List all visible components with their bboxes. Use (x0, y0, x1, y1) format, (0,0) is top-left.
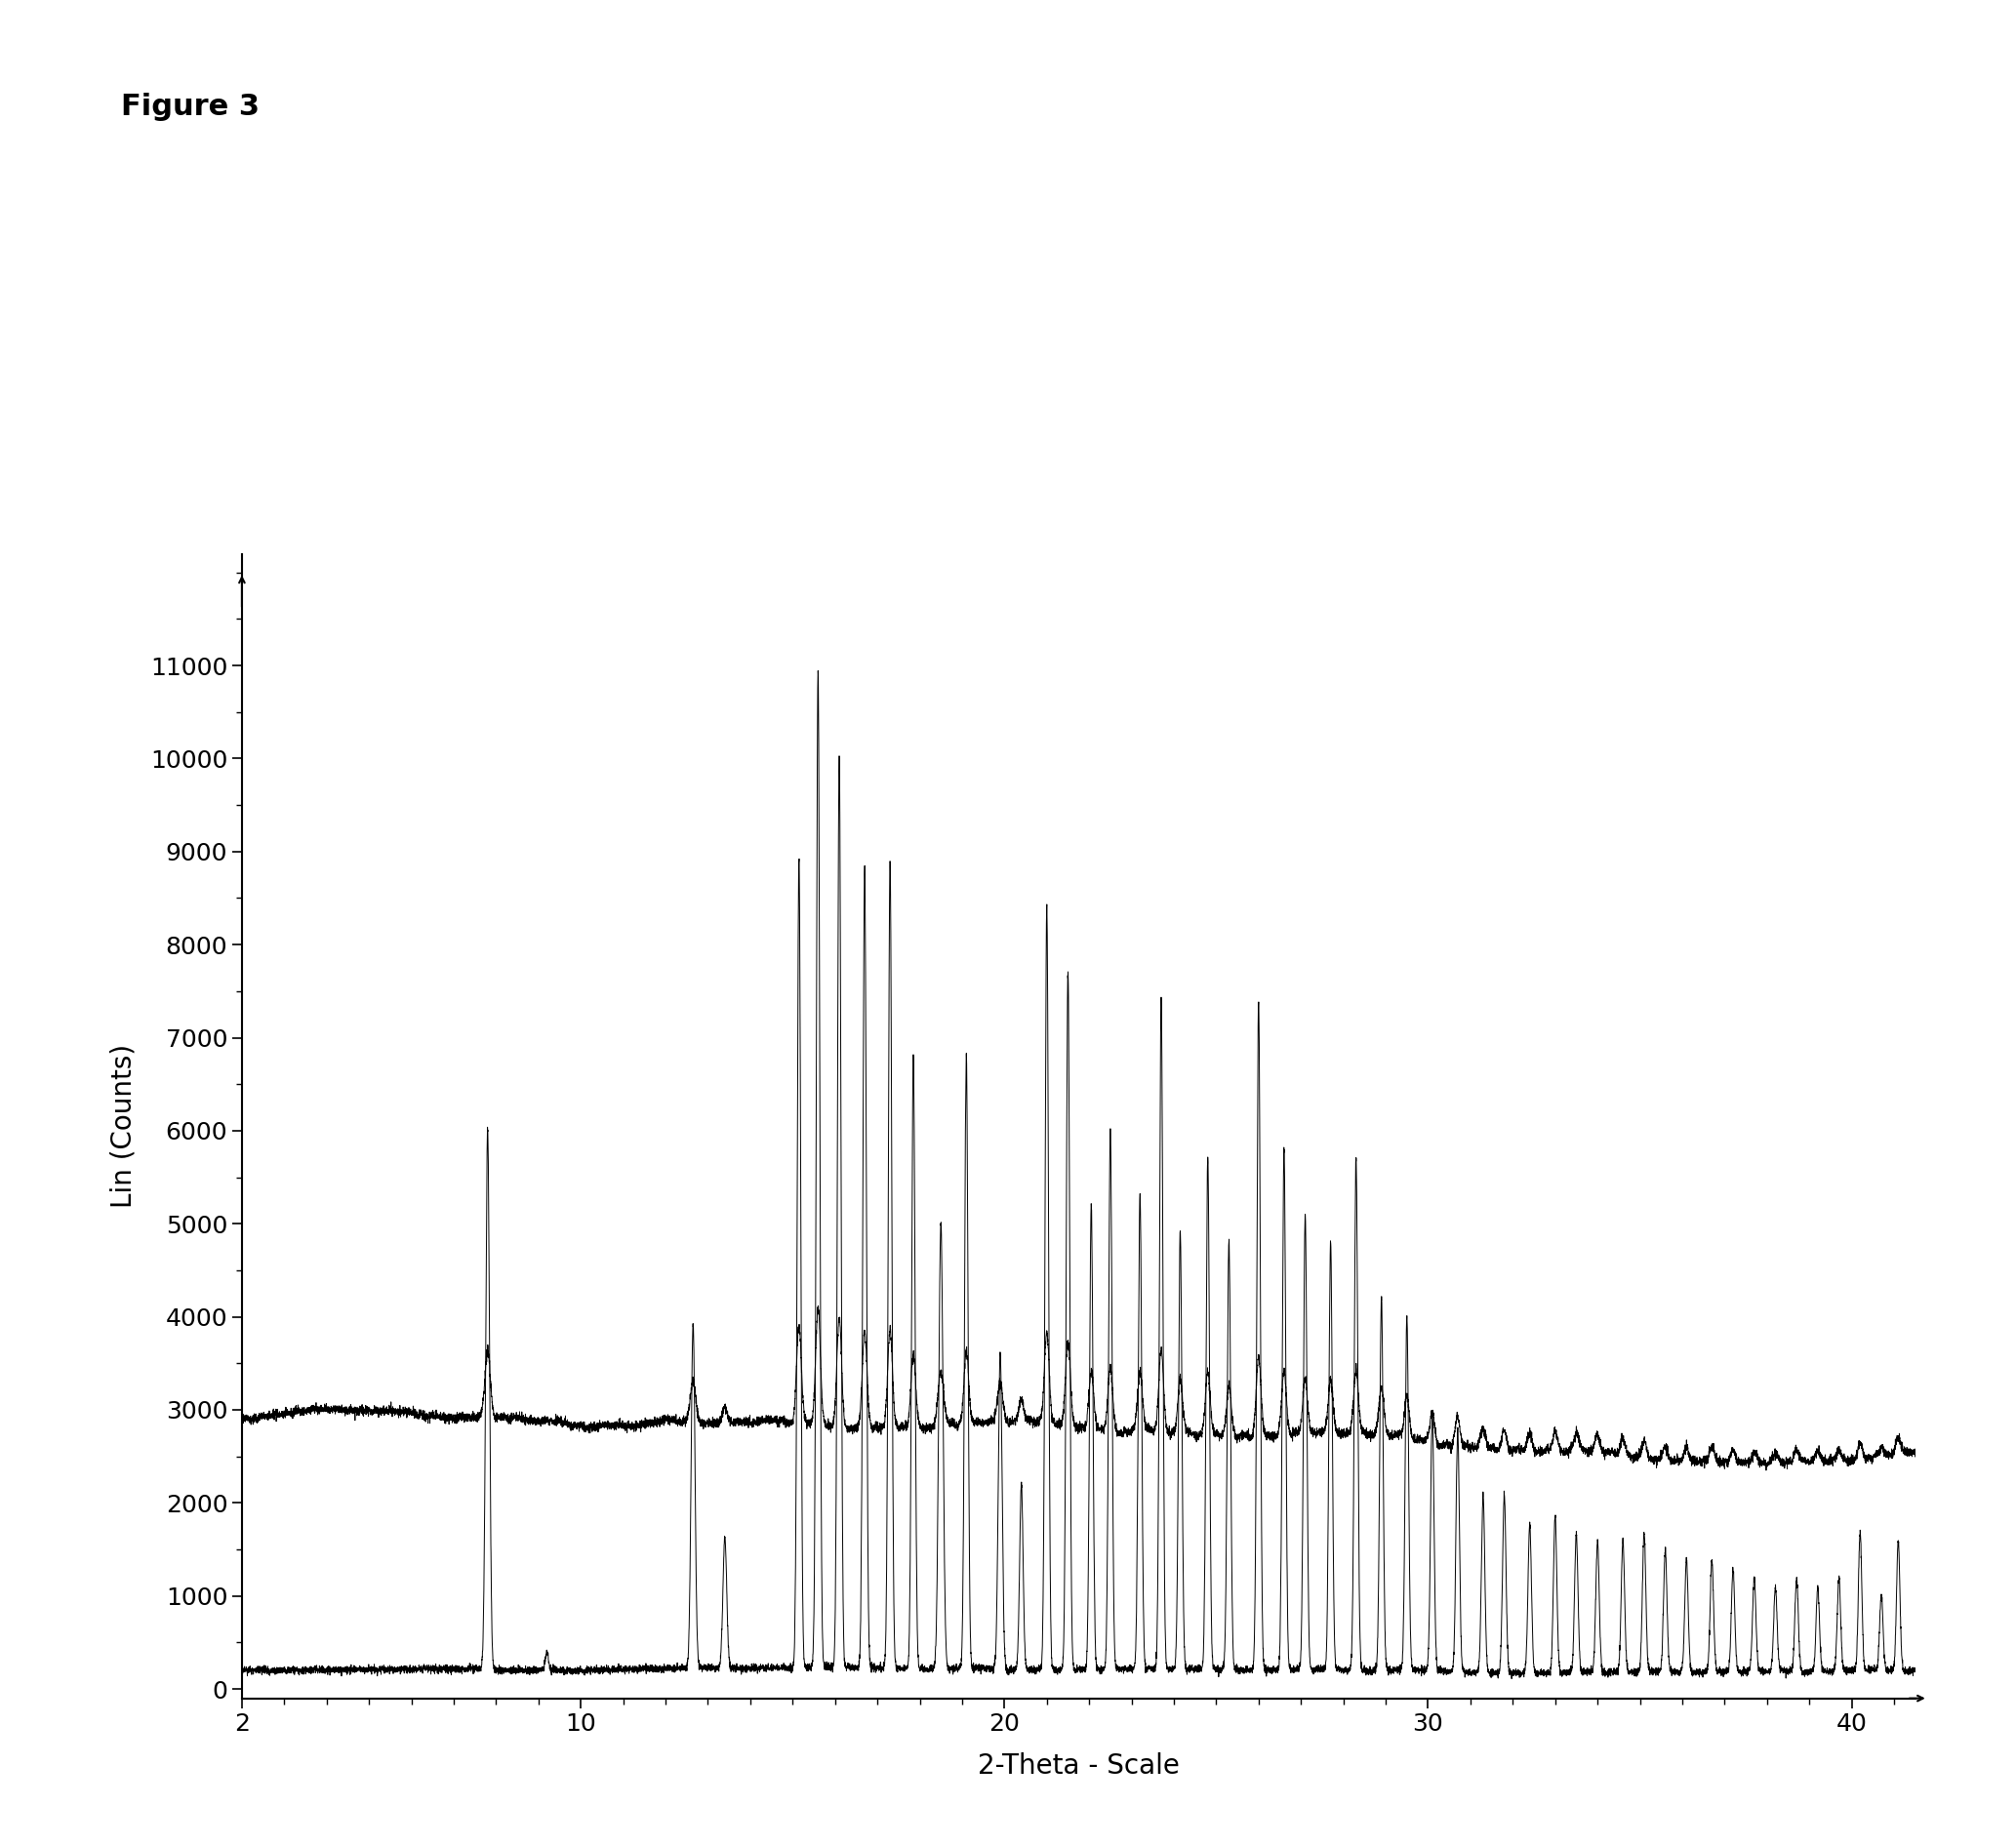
X-axis label: 2-Theta - Scale: 2-Theta - Scale (978, 1752, 1179, 1780)
Y-axis label: Lin (Counts): Lin (Counts) (109, 1045, 137, 1207)
Text: Figure 3: Figure 3 (121, 92, 260, 120)
